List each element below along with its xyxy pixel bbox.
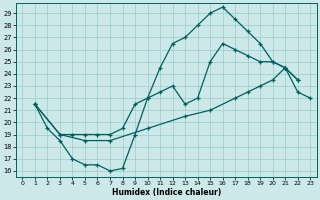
X-axis label: Humidex (Indice chaleur): Humidex (Indice chaleur) [112,188,221,197]
